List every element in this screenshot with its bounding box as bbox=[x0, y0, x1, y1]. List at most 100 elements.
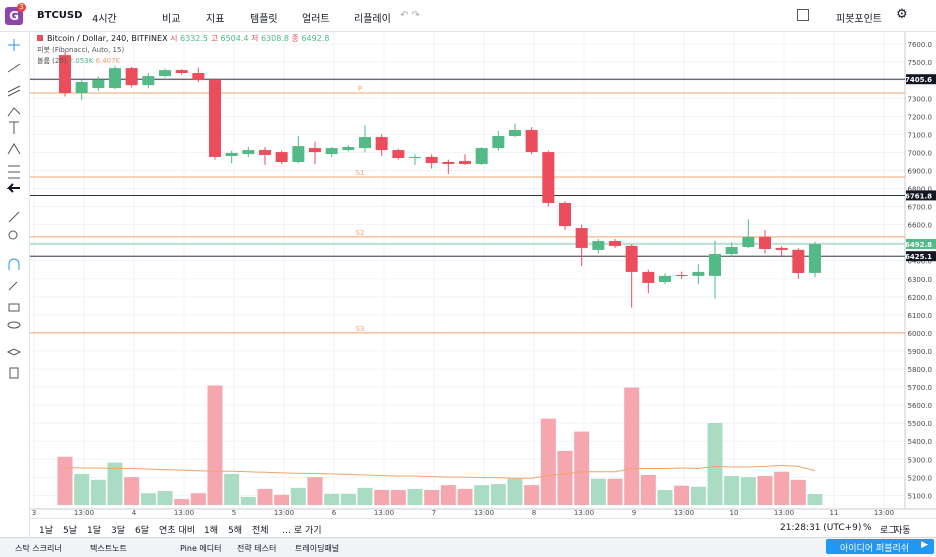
candle-body bbox=[375, 137, 388, 151]
tab[interactable]: 전략 테스터 bbox=[237, 544, 277, 553]
volume-bar bbox=[590, 478, 606, 505]
goto-date[interactable]: … 로 가기 bbox=[282, 526, 322, 536]
log[interactable]: 로그 bbox=[880, 526, 897, 536]
settings[interactable]: ⚙ bbox=[896, 7, 908, 22]
publish-button[interactable]: 아이디어 퍼블리쉬 ▶ bbox=[826, 539, 934, 554]
percent[interactable]: % bbox=[863, 523, 872, 533]
fib[interactable] bbox=[7, 85, 21, 97]
price-tag bbox=[906, 238, 936, 249]
x-tick-label: 5 bbox=[232, 509, 236, 517]
pivot-template[interactable]: 피봇포인트 bbox=[836, 14, 882, 25]
volume-bar bbox=[690, 486, 706, 505]
candle-body bbox=[542, 152, 555, 203]
volume-bar bbox=[507, 478, 523, 505]
candle-body bbox=[209, 80, 221, 157]
undo[interactable]: ↶ ↷ bbox=[400, 10, 420, 21]
eye[interactable] bbox=[7, 321, 21, 329]
play-icon[interactable]: ▶ bbox=[921, 540, 928, 550]
volume-bar bbox=[174, 499, 190, 505]
range-button[interactable]: 5날 bbox=[63, 526, 78, 536]
y-tick-label: 7500.0 bbox=[908, 59, 933, 67]
y-tick-label: 5900.0 bbox=[908, 348, 933, 356]
candle-body bbox=[625, 245, 638, 272]
top-toolbar: G 3 BTCUSD 4시간 비교 지표 템플릿 얼러트 리플레이 ↶ ↷ 피봇… bbox=[0, 0, 936, 32]
crosshair[interactable] bbox=[8, 39, 20, 51]
compare[interactable]: 비교 bbox=[162, 14, 181, 25]
candle-body bbox=[192, 73, 205, 81]
prediction[interactable] bbox=[8, 165, 20, 179]
volume-bar bbox=[390, 489, 406, 505]
auto[interactable]: 자동 bbox=[894, 526, 911, 536]
y-tick-label: 7000.0 bbox=[908, 149, 933, 157]
pivot-label: S3 bbox=[356, 325, 365, 333]
candle-body bbox=[759, 236, 771, 249]
x-tick-label: 11 bbox=[830, 509, 839, 517]
volume-bar bbox=[540, 418, 556, 505]
lock-draw[interactable] bbox=[8, 281, 18, 291]
tab[interactable]: 텍스트노트 bbox=[90, 544, 127, 553]
ohlc-value: 6308.8 bbox=[261, 34, 289, 43]
publish-label[interactable]: 아이디어 퍼블리쉬 bbox=[840, 544, 910, 554]
pattern[interactable] bbox=[7, 143, 21, 155]
layers[interactable] bbox=[6, 348, 22, 356]
candle-body bbox=[359, 137, 371, 149]
x-tick-label: 3 bbox=[32, 509, 36, 517]
range-button[interactable]: 5해 bbox=[228, 526, 243, 536]
brush[interactable] bbox=[7, 107, 21, 117]
range-button[interactable]: 3달 bbox=[111, 526, 126, 536]
candle-body bbox=[175, 70, 188, 74]
volume-bar bbox=[724, 476, 740, 505]
tab[interactable]: Pine 에디터 bbox=[180, 544, 222, 553]
y-tick-label: 6900.0 bbox=[908, 167, 933, 175]
volume-bar bbox=[607, 478, 623, 505]
trash[interactable] bbox=[9, 367, 19, 379]
symbol[interactable]: BTCUSD bbox=[37, 10, 83, 21]
text-tool[interactable] bbox=[9, 121, 19, 134]
candle-body bbox=[692, 271, 705, 276]
tab[interactable]: 트레이딩패널 bbox=[295, 544, 340, 553]
ohlc-value: 6492.8 bbox=[301, 34, 329, 43]
range-button[interactable]: 전체 bbox=[252, 526, 269, 536]
candle-body bbox=[725, 247, 738, 255]
lock[interactable] bbox=[8, 303, 20, 312]
x-tick-label: 13:00 bbox=[674, 509, 694, 517]
ruler[interactable] bbox=[8, 211, 20, 223]
templates[interactable]: 템플릿 bbox=[250, 14, 278, 25]
y-tick-label: 6700.0 bbox=[908, 204, 933, 212]
interval[interactable]: 4시간 bbox=[92, 14, 117, 25]
volume-ma-value: 6.407K bbox=[96, 57, 121, 65]
zoom[interactable] bbox=[8, 230, 18, 240]
x-tick-label: 13:00 bbox=[374, 509, 394, 517]
range-button[interactable]: 1해 bbox=[204, 526, 219, 536]
y-tick-label: 6300.0 bbox=[908, 276, 933, 284]
range-button[interactable]: 연초 대비 bbox=[159, 526, 195, 536]
volume-bar bbox=[224, 473, 240, 505]
volume-bar bbox=[807, 493, 823, 505]
indicators[interactable]: 지표 bbox=[206, 14, 225, 25]
x-tick-label: 13:00 bbox=[874, 509, 894, 517]
candle-body bbox=[275, 152, 288, 162]
replay[interactable]: 리플레이 bbox=[354, 14, 391, 25]
range-button[interactable]: 1달 bbox=[87, 526, 102, 536]
magnet[interactable] bbox=[8, 258, 20, 270]
tab[interactable]: 스탁 스크리너 bbox=[15, 544, 62, 553]
candle-body bbox=[425, 156, 438, 164]
checkbox[interactable] bbox=[797, 9, 809, 21]
clock: 21:28:31 (UTC+9) bbox=[780, 523, 862, 533]
candle-body bbox=[492, 135, 505, 149]
volume-bar bbox=[374, 489, 390, 505]
ohlc-label: 시 bbox=[170, 34, 177, 43]
trend-line[interactable] bbox=[7, 63, 21, 73]
candle-body bbox=[142, 76, 155, 86]
range-button[interactable]: 1날 bbox=[39, 526, 54, 536]
x-tick-label: 13:00 bbox=[274, 509, 294, 517]
candle-body bbox=[642, 271, 655, 283]
x-tick-label: 6 bbox=[332, 509, 337, 517]
range-button[interactable]: 6달 bbox=[135, 526, 150, 536]
candle-body bbox=[309, 148, 321, 153]
back[interactable] bbox=[6, 183, 20, 193]
alert[interactable]: 얼러트 bbox=[302, 14, 330, 25]
y-tick-label: 6200.0 bbox=[908, 294, 933, 302]
volume-bar bbox=[90, 479, 106, 505]
